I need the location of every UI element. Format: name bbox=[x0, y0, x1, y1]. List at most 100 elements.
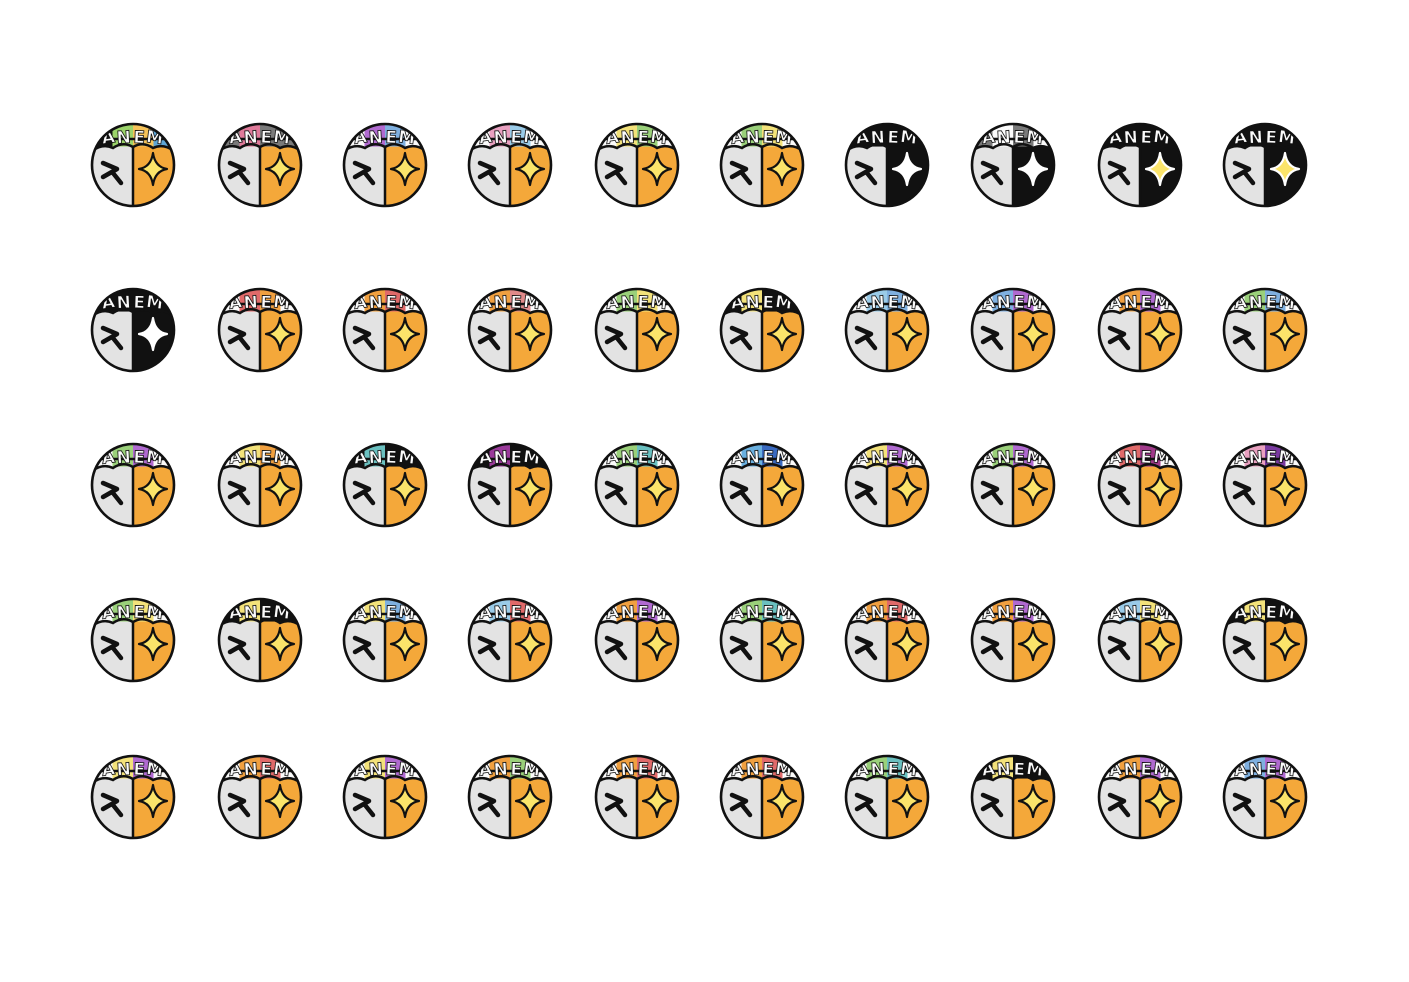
badge-letter: N bbox=[745, 760, 760, 781]
badge-letter: N bbox=[620, 128, 635, 149]
badge-letter: E bbox=[762, 760, 774, 780]
badge-letter: N bbox=[870, 128, 885, 149]
badge-letter: N bbox=[116, 128, 131, 149]
badge-letter: E bbox=[510, 128, 522, 148]
badge-letter: E bbox=[510, 760, 522, 780]
badge-letter: N bbox=[368, 603, 383, 624]
badge-letter: N bbox=[620, 293, 635, 314]
badge-letter: E bbox=[260, 448, 272, 468]
badge-letter: E bbox=[637, 760, 649, 780]
badge-letter: E bbox=[1140, 448, 1152, 468]
badge-letter: N bbox=[243, 603, 258, 624]
badge-letter: N bbox=[745, 448, 760, 469]
badge-letter: E bbox=[762, 448, 774, 468]
badge-letter: E bbox=[133, 760, 145, 780]
badge-letter: N bbox=[368, 760, 383, 781]
badge-letter: N bbox=[996, 448, 1011, 469]
badge-letter: E bbox=[762, 128, 774, 148]
badge-letter: E bbox=[385, 603, 397, 623]
badge-letter: N bbox=[996, 128, 1011, 149]
badge-letter: N bbox=[996, 293, 1011, 314]
badge-letter: E bbox=[637, 448, 649, 468]
badge-letter: N bbox=[368, 448, 383, 469]
badge-letter: N bbox=[620, 448, 635, 469]
badge-letter: E bbox=[1140, 603, 1152, 623]
badge-letter: E bbox=[887, 128, 899, 148]
badge-letter: N bbox=[745, 293, 760, 314]
badge-letter: N bbox=[1123, 448, 1138, 469]
badge-letter: N bbox=[1123, 603, 1138, 624]
badge-letter: E bbox=[1265, 128, 1277, 148]
badge-letter: E bbox=[887, 293, 899, 313]
badge-letter: E bbox=[887, 448, 899, 468]
badge-letter: N bbox=[870, 603, 885, 624]
badge-letter: N bbox=[493, 603, 508, 624]
badge-letter: E bbox=[133, 448, 145, 468]
badge-letter: E bbox=[637, 603, 649, 623]
badge-letter: N bbox=[116, 293, 131, 314]
badge-letter: N bbox=[1248, 128, 1263, 149]
badge-letter: N bbox=[493, 448, 508, 469]
badge-letter: N bbox=[243, 128, 258, 149]
badge-letter: N bbox=[620, 760, 635, 781]
badge-letter: E bbox=[260, 128, 272, 148]
badge-letter: E bbox=[1265, 760, 1277, 780]
badge-letter: N bbox=[493, 293, 508, 314]
badge-letter: N bbox=[996, 760, 1011, 781]
badge-letter: N bbox=[493, 760, 508, 781]
badge-letter: N bbox=[1123, 128, 1138, 149]
badge-letter: N bbox=[1248, 760, 1263, 781]
